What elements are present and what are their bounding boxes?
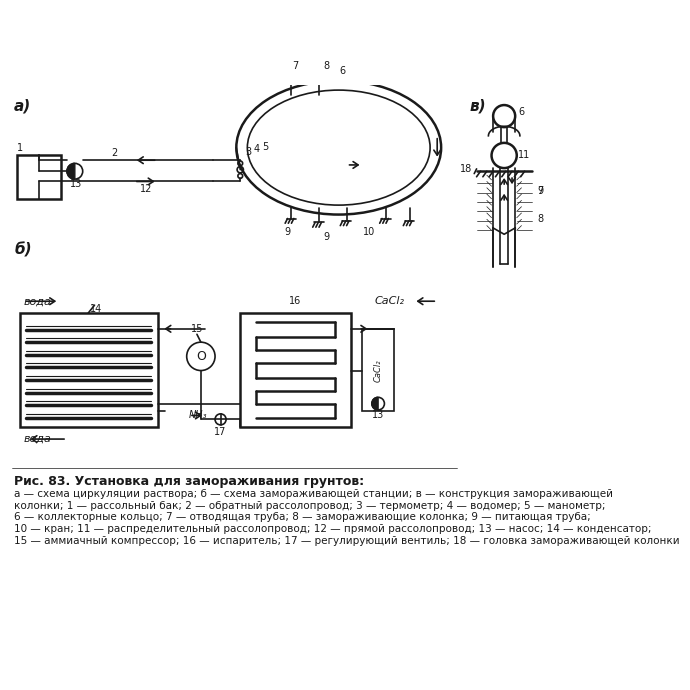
Text: 10: 10 [362, 227, 375, 237]
Text: 8: 8 [324, 61, 330, 72]
Bar [17, 155, 61, 199]
Wedge shape [67, 164, 75, 179]
Text: 5: 5 [262, 142, 268, 152]
Text: а): а) [14, 99, 32, 114]
Text: 6 — коллекторные кольцо; 7 — отводящая труба; 8 — замораживающие колонка; 9 — пи: 6 — коллекторные кольцо; 7 — отводящая т… [14, 513, 591, 522]
Text: 17: 17 [215, 427, 227, 437]
Text: 8: 8 [538, 213, 543, 224]
Text: 15 — аммиачный компрессор; 16 — испаритель; 17 — регулирующий вентиль; 18 — голо: 15 — аммиачный компрессор; 16 — испарите… [14, 536, 680, 546]
Text: вода: вода [23, 434, 52, 444]
Text: CaCl₂: CaCl₂ [374, 296, 404, 306]
Text: 4: 4 [254, 144, 260, 154]
Text: O: O [196, 350, 206, 363]
Text: NH₃: NH₃ [189, 411, 208, 420]
Text: 10 — кран; 11 — распределительный рассолопровод; 12 — прямой рассолопровод; 13 —: 10 — кран; 11 — распределительный рассол… [14, 524, 651, 534]
Text: 6: 6 [518, 107, 524, 117]
Text: в): в) [469, 99, 486, 114]
Text: 9: 9 [284, 227, 290, 237]
Text: 2: 2 [111, 148, 117, 158]
Text: Рис. 83. Установка для замораживания грунтов:: Рис. 83. Установка для замораживания гру… [14, 475, 364, 488]
Ellipse shape [247, 90, 430, 205]
Text: 12: 12 [139, 184, 152, 194]
Text: 16: 16 [289, 296, 302, 306]
Text: 11: 11 [518, 150, 530, 161]
Text: 9: 9 [324, 232, 330, 241]
Text: 14: 14 [90, 304, 102, 314]
Wedge shape [372, 397, 378, 410]
Text: 6: 6 [339, 66, 346, 76]
Text: 18: 18 [460, 164, 473, 174]
Text: 1: 1 [17, 143, 23, 152]
Text: 13: 13 [372, 411, 384, 420]
Circle shape [67, 164, 83, 179]
Bar [362, 328, 394, 411]
Bar [240, 313, 351, 427]
Text: 7: 7 [293, 61, 299, 72]
Text: 7: 7 [538, 186, 544, 196]
Text: 15: 15 [190, 324, 203, 334]
Text: колонки; 1 — рассольный бак; 2 — обратный рассолопровод; 3 — термометр; 4 — водо: колонки; 1 — рассольный бак; 2 — обратны… [14, 500, 606, 511]
Text: 13: 13 [70, 179, 83, 189]
Circle shape [372, 397, 384, 410]
Text: 3: 3 [245, 148, 251, 157]
Text: CaCl₂: CaCl₂ [373, 359, 383, 382]
Text: вода: вода [23, 296, 52, 306]
Text: 9: 9 [538, 186, 543, 196]
Text: б): б) [14, 242, 32, 257]
Text: а — схема циркуляции раствора; б — схема замораживающей станции; в — конструкция: а — схема циркуляции раствора; б — схема… [14, 489, 613, 499]
Bar [20, 313, 157, 427]
